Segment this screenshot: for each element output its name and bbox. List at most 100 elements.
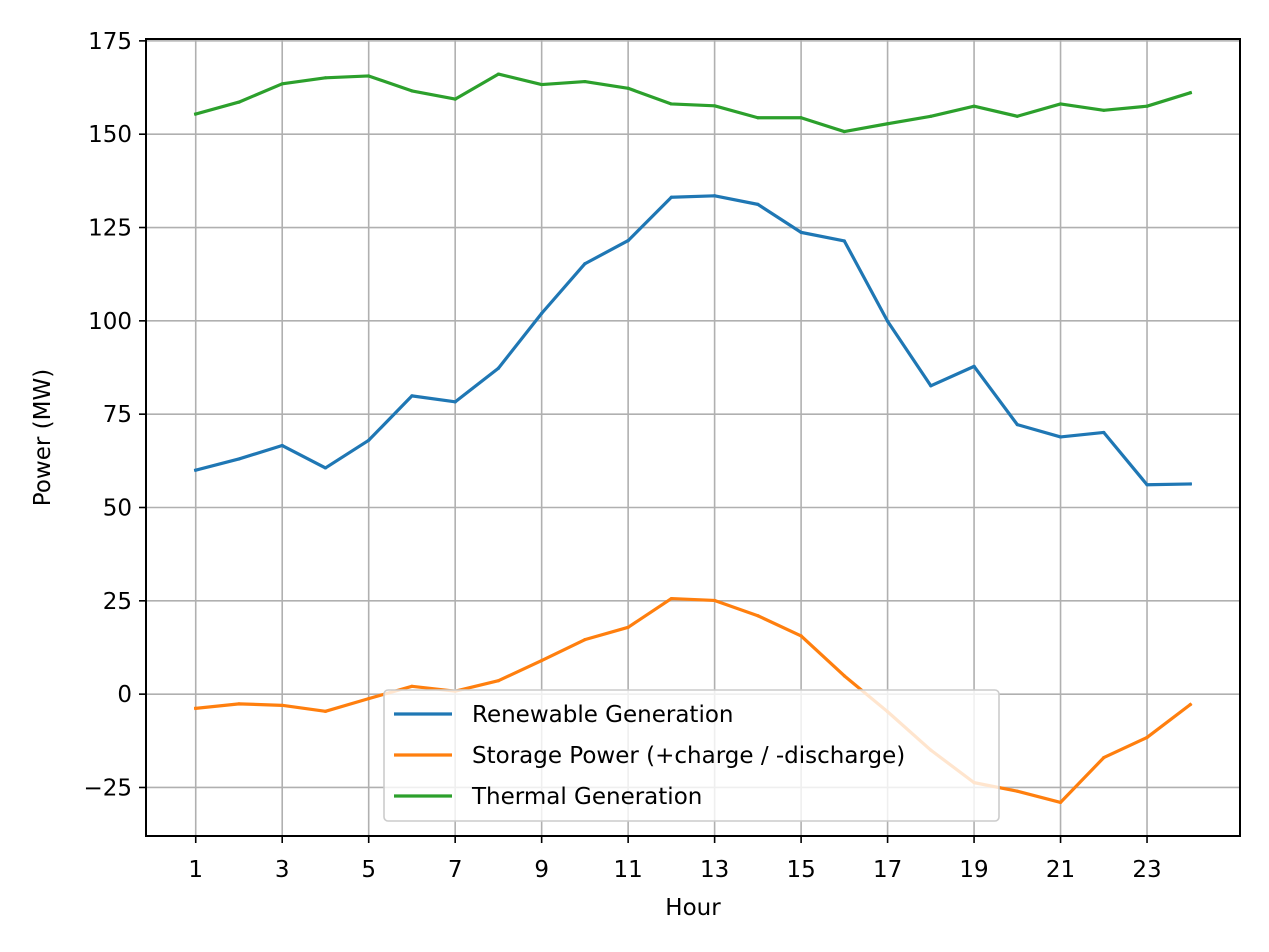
data-point xyxy=(367,74,371,78)
data-point xyxy=(540,82,544,87)
data-point xyxy=(367,697,371,701)
x-tick-label: 5 xyxy=(361,857,376,883)
data-point xyxy=(1188,702,1192,707)
series-lines xyxy=(193,72,1193,805)
data-point xyxy=(323,466,328,470)
data-point xyxy=(194,112,198,116)
x-tick-label: 15 xyxy=(786,857,815,883)
data-point xyxy=(496,72,501,76)
y-tick-label: 100 xyxy=(88,309,132,335)
plot-frame xyxy=(145,38,1241,837)
x-tick-label: 17 xyxy=(873,857,902,883)
data-point xyxy=(1145,104,1149,108)
x-tick-label: 13 xyxy=(700,857,729,883)
data-point xyxy=(410,684,414,688)
legend-label: Renewable Generation xyxy=(472,702,734,728)
data-point xyxy=(972,104,976,108)
data-point xyxy=(756,116,760,120)
data-point xyxy=(583,79,587,84)
data-point xyxy=(626,86,630,90)
data-point xyxy=(713,194,717,198)
data-point xyxy=(1102,430,1106,435)
y-tick-label: 125 xyxy=(88,216,132,242)
data-point xyxy=(756,202,760,206)
data-point xyxy=(410,394,414,398)
data-point xyxy=(453,97,457,101)
data-point xyxy=(972,364,976,368)
y-tick-label: 50 xyxy=(103,495,132,521)
data-point xyxy=(583,638,587,642)
data-point xyxy=(194,468,198,472)
data-point xyxy=(799,116,803,120)
data-point xyxy=(453,400,457,404)
data-point xyxy=(885,122,890,126)
data-point xyxy=(799,230,803,234)
data-point xyxy=(237,702,241,706)
y-tick-label: 25 xyxy=(103,589,132,615)
y-tick-label: −25 xyxy=(83,775,132,801)
data-point xyxy=(1102,108,1106,112)
y-tick-label: 75 xyxy=(103,402,132,428)
x-tick-label: 11 xyxy=(613,857,642,883)
legend-label: Storage Power (+charge / -discharge) xyxy=(472,743,905,769)
data-point xyxy=(885,319,890,323)
x-axis-label: Hour xyxy=(665,895,721,921)
data-point xyxy=(496,679,501,683)
data-point xyxy=(1188,91,1192,95)
data-point xyxy=(929,384,933,388)
data-point xyxy=(756,614,760,618)
data-point xyxy=(410,89,414,93)
data-point xyxy=(1188,482,1192,486)
data-point xyxy=(1058,102,1063,106)
axis-ticks: 1 3 5 7 9 11 13 15 17 19 21 23−25025507510012515017… xyxy=(83,29,1161,883)
data-point xyxy=(929,114,933,118)
data-point xyxy=(1058,435,1063,439)
data-point xyxy=(280,443,284,448)
x-tick-label: 21 xyxy=(1046,857,1075,883)
data-point xyxy=(367,438,371,442)
y-axis-label: Power (MW) xyxy=(30,369,56,506)
data-point xyxy=(280,703,284,707)
data-point xyxy=(540,311,544,315)
data-point xyxy=(194,706,198,710)
x-tick-label: 23 xyxy=(1132,857,1161,883)
data-point xyxy=(1058,800,1063,805)
x-tick-label: 1 xyxy=(188,857,203,883)
data-point xyxy=(1015,114,1019,118)
data-point xyxy=(1145,483,1149,487)
data-point xyxy=(626,625,630,629)
legend: Renewable Generation Storage Power (+char… xyxy=(383,689,1000,822)
data-point xyxy=(842,239,846,243)
data-point xyxy=(669,102,673,106)
data-point xyxy=(323,709,328,713)
data-point xyxy=(1145,735,1149,740)
data-point xyxy=(1015,423,1019,427)
data-point xyxy=(583,262,587,266)
x-tick-label: 3 xyxy=(275,857,290,883)
x-tick-label: 19 xyxy=(959,857,988,883)
series-line-1 xyxy=(193,194,1192,487)
y-tick-label: 0 xyxy=(117,682,132,708)
data-point xyxy=(713,104,717,108)
data-point xyxy=(669,596,673,601)
data-point xyxy=(280,82,284,86)
data-point xyxy=(842,674,846,678)
y-tick-label: 150 xyxy=(88,122,132,148)
data-point xyxy=(669,195,673,199)
data-point xyxy=(323,76,328,80)
data-point xyxy=(842,129,846,134)
data-point xyxy=(540,658,544,663)
data-point xyxy=(237,100,241,104)
x-tick-label: 9 xyxy=(534,857,549,883)
series-line-2 xyxy=(193,596,1193,805)
data-point xyxy=(799,634,803,638)
legend-label: Thermal Generation xyxy=(471,784,702,810)
data-point xyxy=(496,366,501,370)
legend-box xyxy=(383,689,1000,822)
series-line-3 xyxy=(193,72,1193,134)
x-tick-label: 7 xyxy=(448,857,463,883)
y-tick-label: 175 xyxy=(88,29,132,55)
data-point xyxy=(713,598,717,603)
data-point xyxy=(1015,789,1019,793)
